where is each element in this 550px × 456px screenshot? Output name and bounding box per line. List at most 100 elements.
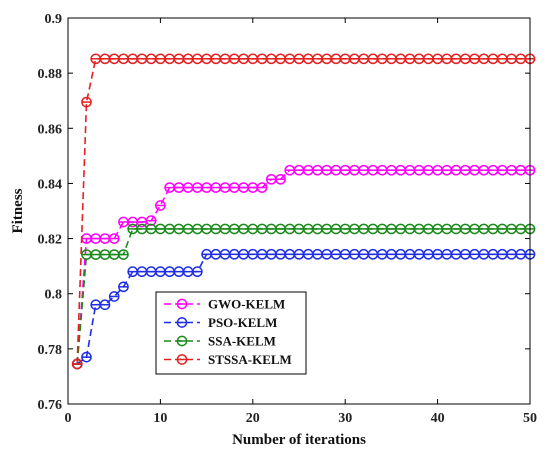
data-point — [432, 223, 443, 235]
data-point — [201, 182, 212, 193]
data-point — [432, 248, 443, 260]
data-point — [127, 266, 139, 278]
data-point — [413, 223, 425, 235]
x-axis-label: Number of iterations — [232, 432, 366, 448]
data-point — [219, 182, 231, 193]
data-point — [312, 248, 323, 260]
data-point — [90, 249, 102, 260]
data-point — [367, 248, 379, 260]
data-point — [256, 53, 268, 65]
data-point — [302, 223, 314, 235]
data-point — [265, 173, 277, 185]
data-point — [192, 223, 203, 235]
data-point — [99, 299, 111, 311]
data-point — [515, 53, 527, 65]
data-point — [395, 164, 406, 176]
data-point — [256, 182, 268, 193]
data-point — [192, 182, 203, 193]
data-point — [155, 266, 166, 278]
data-point — [228, 223, 240, 235]
data-point — [515, 248, 527, 260]
x-tick-label: 20 — [246, 411, 260, 426]
data-point — [358, 248, 370, 260]
data-point — [496, 53, 508, 65]
data-point — [404, 53, 416, 65]
x-tick-label: 10 — [153, 411, 167, 426]
data-point — [201, 223, 212, 235]
data-point — [228, 182, 240, 193]
data-point — [441, 53, 453, 65]
data-point — [293, 248, 305, 260]
data-point — [349, 248, 360, 260]
series-layer — [71, 53, 536, 370]
data-point — [201, 248, 212, 260]
data-point — [256, 223, 268, 235]
x-tick-label: 40 — [431, 411, 445, 426]
data-point — [275, 173, 286, 185]
data-point — [99, 233, 111, 244]
data-point — [413, 164, 425, 176]
data-point — [506, 248, 517, 260]
data-point — [386, 164, 397, 176]
data-point — [173, 223, 185, 235]
legend-item: STSSA-KELM — [164, 352, 292, 367]
data-point — [487, 164, 499, 176]
data-point — [136, 53, 148, 65]
legend-item: SSA-KELM — [164, 334, 276, 349]
data-point — [330, 223, 342, 235]
data-point — [367, 53, 379, 65]
data-point — [210, 182, 222, 193]
ticks-layer: 0 10 20 30 40 50 0.76 0.78 0.8 0.82 0.84 0.86 0.88 0.… — [38, 12, 538, 426]
data-point — [164, 53, 175, 65]
data-point — [173, 182, 185, 193]
data-point — [413, 53, 425, 65]
data-point — [265, 223, 277, 235]
data-point — [293, 164, 305, 176]
data-point — [339, 53, 351, 65]
data-point — [182, 266, 194, 278]
data-point — [238, 53, 249, 65]
x-tick-label: 50 — [523, 411, 537, 426]
data-point — [450, 248, 462, 260]
data-point — [228, 248, 240, 260]
x-tick-label: 30 — [338, 411, 352, 426]
data-point — [247, 248, 259, 260]
data-point — [118, 216, 129, 228]
data-point — [459, 164, 471, 176]
data-point — [284, 164, 296, 176]
data-point — [219, 53, 231, 65]
data-point — [127, 223, 139, 235]
data-point — [404, 248, 416, 260]
data-point — [487, 248, 499, 260]
data-point — [192, 266, 203, 278]
data-point — [192, 53, 203, 65]
data-point — [404, 164, 416, 176]
data-point — [71, 358, 83, 370]
legend-label: GWO-KELM — [208, 297, 285, 312]
data-point — [293, 223, 305, 235]
data-point — [136, 266, 148, 278]
data-point — [395, 53, 406, 65]
data-point — [247, 53, 259, 65]
y-tick-label: 0.76 — [38, 398, 63, 413]
data-point — [312, 223, 323, 235]
data-point — [108, 249, 120, 260]
data-point — [228, 53, 240, 65]
data-point — [330, 248, 342, 260]
data-point — [108, 291, 120, 302]
y-tick-label: 0.82 — [38, 233, 63, 248]
data-point — [201, 53, 212, 65]
data-point — [90, 233, 102, 244]
data-point — [118, 249, 129, 260]
data-point — [210, 53, 222, 65]
series-stssa-kelm — [71, 53, 536, 370]
data-point — [441, 223, 453, 235]
data-point — [173, 266, 185, 278]
data-point — [155, 200, 166, 211]
data-point — [376, 164, 388, 176]
data-point — [339, 248, 351, 260]
data-point — [469, 164, 480, 176]
data-point — [312, 164, 323, 176]
data-point — [478, 248, 490, 260]
